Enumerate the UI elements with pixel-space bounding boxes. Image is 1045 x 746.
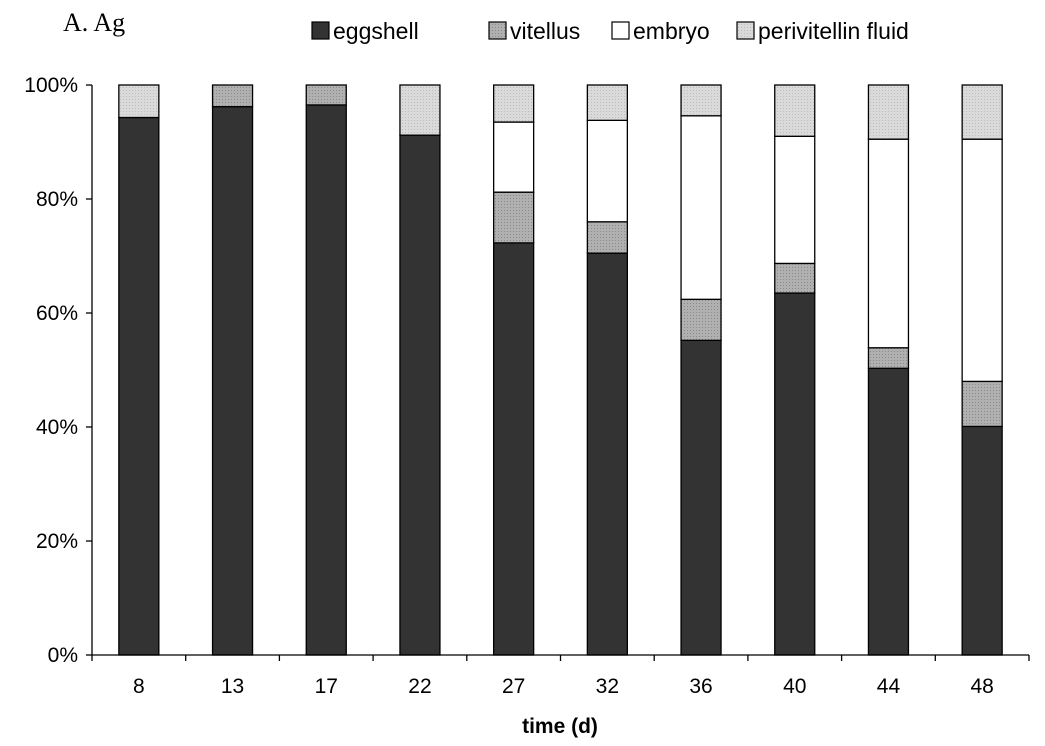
bar-segment-eggshell-17 xyxy=(305,104,347,656)
bar-segment-embryo-40 xyxy=(774,135,816,265)
bar-segment-vitellus-40 xyxy=(774,262,816,294)
bars-group xyxy=(118,84,1003,656)
bar-segment-embryo-32 xyxy=(586,119,628,223)
bar-segment-eggshell-32 xyxy=(586,252,628,656)
y-tick-label: 80% xyxy=(36,188,78,211)
bar-segment-vitellus-36 xyxy=(680,298,722,342)
x-tick-label: 44 xyxy=(877,675,901,698)
legend-swatch-perivitellin-fluid xyxy=(736,21,755,40)
axes-group: 0% 20% 40% 60% 80% 100% 8 13 17 22 27 32 36 40 44 48 xyxy=(24,74,1030,698)
bar-segment-eggshell-44 xyxy=(867,367,910,656)
x-tick-label: 27 xyxy=(502,675,525,698)
bar-segment-perivitellin-fluid-32 xyxy=(586,84,628,121)
bar-segment-perivitellin-fluid-44 xyxy=(867,84,910,140)
y-tick-label: 40% xyxy=(36,416,78,439)
bar-segment-vitellus-44 xyxy=(867,347,910,369)
legend-label-perivitellin-fluid: perivitellin fluid xyxy=(758,18,909,44)
bar-segment-perivitellin-fluid-22 xyxy=(399,84,441,136)
legend: eggshell vitellus embryo perivitellin fluid xyxy=(311,18,909,44)
y-tick-label: 20% xyxy=(36,530,78,553)
x-tick-label: 40 xyxy=(783,675,806,698)
bar-segment-eggshell-22 xyxy=(399,134,441,656)
bar-segment-embryo-36 xyxy=(680,115,722,300)
bar-segment-eggshell-36 xyxy=(680,339,722,656)
bar-segment-perivitellin-fluid-48 xyxy=(961,84,1003,140)
legend-swatch-vitellus xyxy=(488,21,507,40)
bar-segment-eggshell-13 xyxy=(211,106,254,656)
bar-segment-vitellus-32 xyxy=(586,221,628,254)
y-tick-label: 60% xyxy=(36,302,78,325)
bar-segment-vitellus-48 xyxy=(961,380,1003,428)
bar-segment-eggshell-48 xyxy=(961,425,1003,656)
y-tick-label: 0% xyxy=(48,644,78,667)
legend-swatch-eggshell xyxy=(311,21,330,40)
bar-segment-perivitellin-fluid-8 xyxy=(118,84,160,119)
bar-segment-eggshell-8 xyxy=(118,116,160,656)
x-tick-label: 17 xyxy=(315,675,338,698)
y-tick-label: 100% xyxy=(24,74,78,97)
bar-segment-vitellus-17 xyxy=(305,84,347,106)
bar-segment-embryo-27 xyxy=(492,121,535,193)
bar-segment-embryo-44 xyxy=(867,138,910,349)
bar-segment-embryo-48 xyxy=(961,138,1003,383)
bar-segment-eggshell-40 xyxy=(774,292,816,656)
bar-segment-vitellus-13 xyxy=(211,84,254,108)
legend-label-vitellus: vitellus xyxy=(510,18,580,44)
x-axis-title: time (d) xyxy=(522,715,598,738)
x-tick-label: 13 xyxy=(221,675,244,698)
legend-label-embryo: embryo xyxy=(633,18,710,44)
panel-label: A. Ag xyxy=(63,8,125,37)
legend-swatch-embryo xyxy=(611,21,630,40)
bar-segment-perivitellin-fluid-40 xyxy=(774,84,816,137)
x-tick-label: 22 xyxy=(408,675,431,698)
x-tick-label: 48 xyxy=(970,675,993,698)
bar-segment-eggshell-27 xyxy=(492,242,535,656)
bar-segment-perivitellin-fluid-36 xyxy=(680,84,722,117)
x-tick-label: 32 xyxy=(596,675,619,698)
legend-label-eggshell: eggshell xyxy=(333,18,419,44)
x-tick-label: 8 xyxy=(133,675,145,698)
x-tick-label: 36 xyxy=(689,675,712,698)
bar-segment-perivitellin-fluid-27 xyxy=(492,84,535,123)
bar-segment-vitellus-27 xyxy=(492,191,535,244)
